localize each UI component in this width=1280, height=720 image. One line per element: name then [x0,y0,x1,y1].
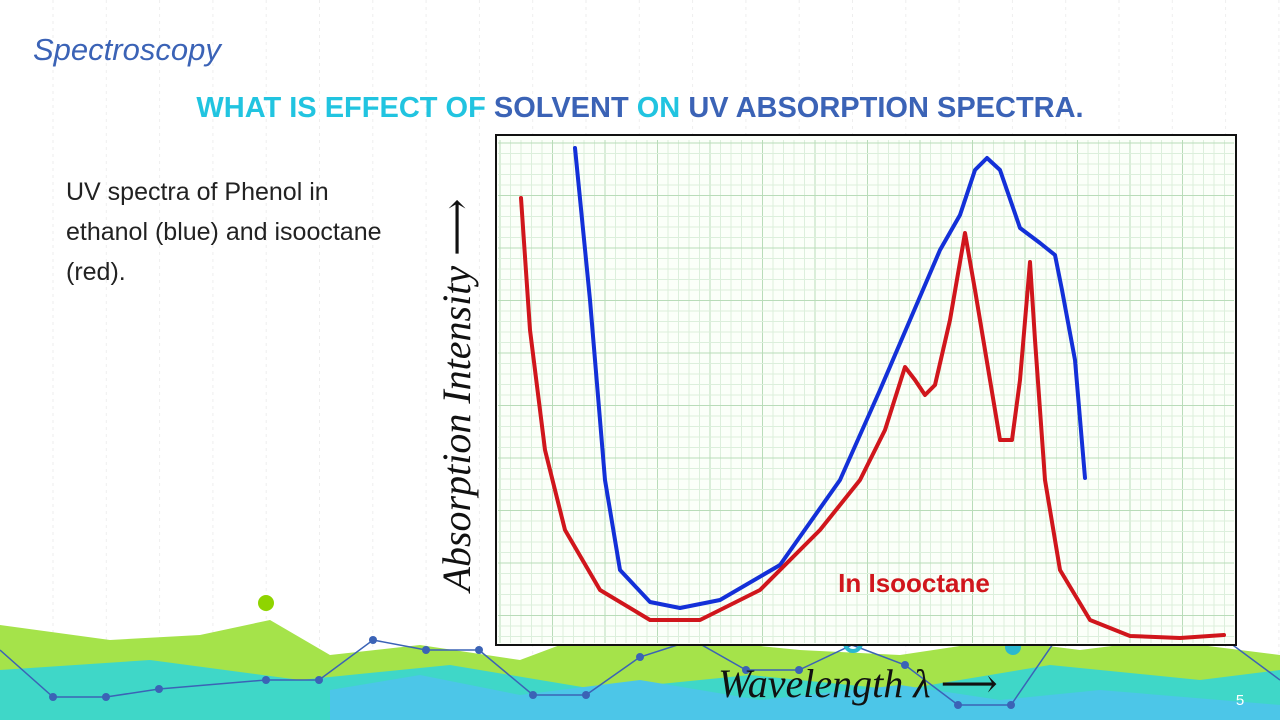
isooctane-curve [519,196,1226,640]
decor-pin [258,595,274,611]
slide-title: WHAT IS EFFECT OF SOLVENT ON UV ABSORPTI… [196,92,1083,124]
title-part: UV ABSORPTION SPECTRA. [688,92,1083,124]
page-number: 5 [1236,692,1244,709]
y-axis-label: Absorption Intensity ⟶ [434,199,479,595]
title-part: ON [637,92,681,124]
curve-annotation: In Isooctane [838,568,990,598]
body-text: UV spectra of Phenol in ethanol (blue) a… [66,178,382,286]
section-title: Spectroscopy [33,32,223,67]
x-axis-label: Wavelength λ ⟶ [718,661,998,706]
ethanol-curve [573,146,1087,610]
title-part: SOLVENT [494,92,629,124]
title-part: WHAT IS EFFECT OF [196,92,485,124]
figure-grid [498,140,1234,643]
decor-wave [330,675,1280,720]
